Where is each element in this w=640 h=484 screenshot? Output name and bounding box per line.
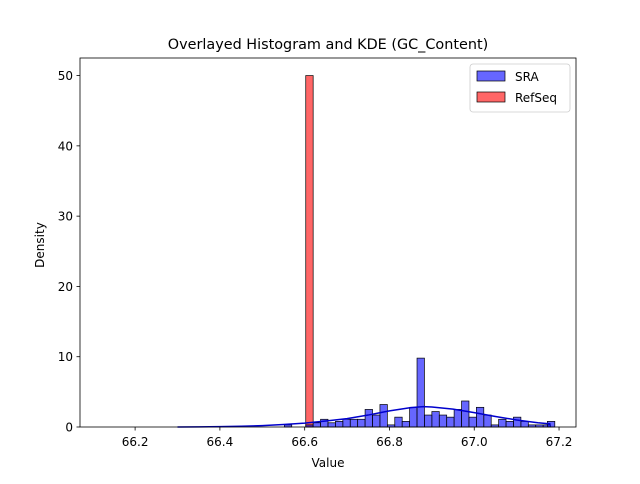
sra-bar-11 (379, 404, 388, 428)
sra-bar-24 (476, 406, 485, 428)
legend-swatch-refseq (476, 91, 506, 103)
sra-bar-18 (431, 411, 440, 428)
sra-bar-16 (416, 357, 425, 428)
legend-label-sra: SRA (515, 70, 539, 84)
x-tick-label: 66.2 (122, 435, 149, 449)
sra-bar-2 (312, 422, 321, 428)
sra-bar-6 (342, 418, 351, 428)
sra-bar-5 (335, 421, 344, 428)
legend-swatch-sra (476, 70, 506, 82)
x-axis-label: Value (312, 456, 345, 470)
sra-bar-27 (498, 418, 507, 428)
y-tick-label: 10 (58, 350, 73, 364)
legend-label-refseq: RefSeq (515, 91, 557, 105)
sra-bar-15 (409, 406, 418, 428)
axes-frame (79, 57, 577, 428)
y-tick-label: 20 (58, 280, 73, 294)
sra-kde-line (177, 405, 551, 428)
sra-bar-9 (364, 409, 373, 428)
x-tick-label: 67.2 (546, 435, 573, 449)
sra-bar-20 (446, 416, 455, 428)
sra-bar-29 (513, 416, 522, 428)
sra-bar-28 (505, 421, 514, 428)
x-tick-label: 66.4 (207, 435, 234, 449)
sra-bar-19 (438, 414, 448, 428)
sra-bar-23 (468, 416, 477, 428)
y-tick-label: 30 (58, 210, 73, 224)
sra-bar-7 (349, 418, 359, 428)
sra-bar-17 (424, 414, 433, 428)
y-axis-label: Density (33, 222, 47, 268)
sra-bar-30 (520, 421, 529, 428)
sra-bar-21 (453, 409, 462, 428)
y-tick-label: 50 (58, 69, 73, 83)
sra-bar-10 (372, 414, 381, 428)
refseq-bar-0 (305, 75, 314, 428)
sra-bar-22 (461, 400, 470, 428)
y-tick-label: 0 (65, 421, 73, 435)
sra-bar-25 (483, 414, 492, 428)
plot-area: 66.2 66.4 66.6 66.8 67.0 67.2 0 10 20 30 40 50 (58, 57, 577, 449)
x-tick-label: 66.6 (291, 435, 318, 449)
sra-bar-8 (357, 418, 366, 428)
chart-title: Overlayed Histogram and KDE (GC_Content) (168, 37, 488, 53)
sra-bar-13 (394, 416, 403, 428)
legend: SRA RefSeq (469, 63, 571, 113)
sra-bar-14 (401, 421, 410, 428)
y-tick-label: 40 (58, 139, 73, 153)
x-tick-label: 66.8 (376, 435, 403, 449)
sra-bar-4 (327, 422, 336, 428)
x-tick-label: 67.0 (461, 435, 488, 449)
